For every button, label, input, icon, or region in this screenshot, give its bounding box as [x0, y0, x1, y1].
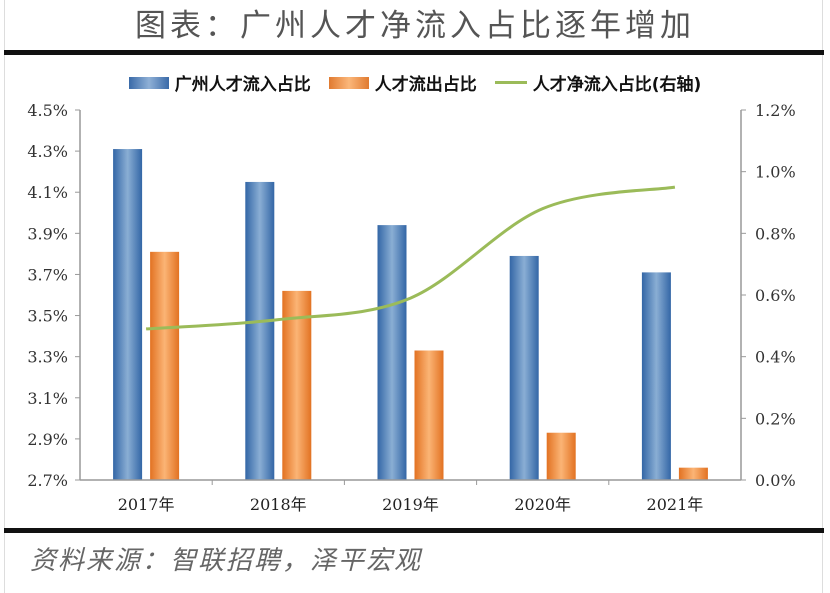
legend-label: 广州人才流入占比 — [174, 75, 311, 95]
right-y-axis: 1.2% 1.0% 0.8% 0.6% 0.4% 0.2% 0.0% — [740, 101, 796, 490]
outflow-bar — [150, 251, 180, 480]
frame-left-border — [4, 0, 5, 593]
left-axis-tick-label: 3.3% — [27, 348, 68, 367]
left-axis-tick-label: 3.5% — [27, 307, 68, 326]
inflow-bar — [509, 255, 539, 480]
bar-series — [113, 149, 708, 481]
left-axis-tick-label: 3.9% — [27, 224, 68, 243]
left-axis-tick-label: 4.3% — [27, 142, 68, 161]
legend-item-net: 人才净流入占比(右轴) — [494, 70, 702, 95]
chart-title: 图表：广州人才净流入占比逐年增加 — [135, 8, 695, 44]
inflow-bar — [245, 181, 275, 480]
legend-label: 人才流出占比 — [374, 75, 477, 95]
x-axis-tick-label: 2019年 — [382, 495, 439, 514]
legend-swatch-green-line-icon — [494, 81, 527, 84]
chart-legend: 广州人才流入占比 人才流出占比 人才净流入占比(右轴) — [0, 70, 830, 95]
outflow-bar — [414, 350, 444, 480]
legend-item-outflow: 人才流出占比 — [328, 70, 477, 95]
inflow-bar — [113, 149, 143, 481]
footer-divider — [4, 528, 824, 533]
legend-swatch-orange-bar-icon — [328, 76, 369, 89]
right-axis-tick-label: 0.0% — [755, 471, 796, 490]
outflow-bar — [282, 290, 312, 480]
chart-plot-area: 4.5% 4.3% 4.1% 3.9% 3.7% 3.5% 3.3% 3.1% 2.9% 2.7%… — [27, 101, 796, 514]
right-axis-tick-label: 1.2% — [755, 101, 796, 120]
inflow-bar — [377, 225, 407, 480]
left-axis-tick-label: 2.7% — [27, 471, 68, 490]
legend-label: 人才净流入占比(右轴) — [532, 75, 702, 95]
outflow-bar — [678, 467, 708, 480]
legend-swatch-blue-bar-icon — [128, 76, 169, 89]
net-inflow-line — [145, 185, 676, 331]
frame-right-border — [822, 0, 823, 593]
left-axis-tick-label: 4.5% — [27, 101, 68, 120]
left-axis-tick-label: 3.7% — [27, 265, 68, 284]
x-axis-tick-label: 2020年 — [514, 495, 571, 514]
right-axis-tick-label: 0.2% — [755, 409, 796, 428]
right-axis-tick-label: 0.8% — [755, 224, 796, 243]
x-axis: 2017年 2018年 2019年 2020年 2021年 — [80, 479, 741, 514]
x-axis-tick-label: 2021年 — [647, 495, 704, 514]
right-axis-tick-label: 1.0% — [755, 163, 796, 182]
x-axis-tick-label: 2017年 — [118, 495, 175, 514]
inflow-bar — [641, 272, 671, 480]
title-divider — [4, 50, 824, 55]
left-axis-tick-label: 3.1% — [27, 389, 68, 408]
right-axis-tick-label: 0.4% — [755, 348, 796, 367]
source-note: 资料来源：智联招聘，泽平宏观 — [30, 546, 423, 576]
legend-item-inflow: 广州人才流入占比 — [128, 70, 311, 95]
left-y-axis: 4.5% 4.3% 4.1% 3.9% 3.7% 3.5% 3.3% 3.1% 2.9% 2.7% — [27, 101, 81, 490]
outflow-bar — [546, 432, 576, 480]
right-axis-tick-label: 0.6% — [755, 286, 796, 305]
left-axis-tick-label: 2.9% — [27, 430, 68, 449]
line-series — [145, 185, 676, 331]
x-axis-tick-label: 2018年 — [250, 495, 307, 514]
left-axis-tick-label: 4.1% — [27, 183, 68, 202]
